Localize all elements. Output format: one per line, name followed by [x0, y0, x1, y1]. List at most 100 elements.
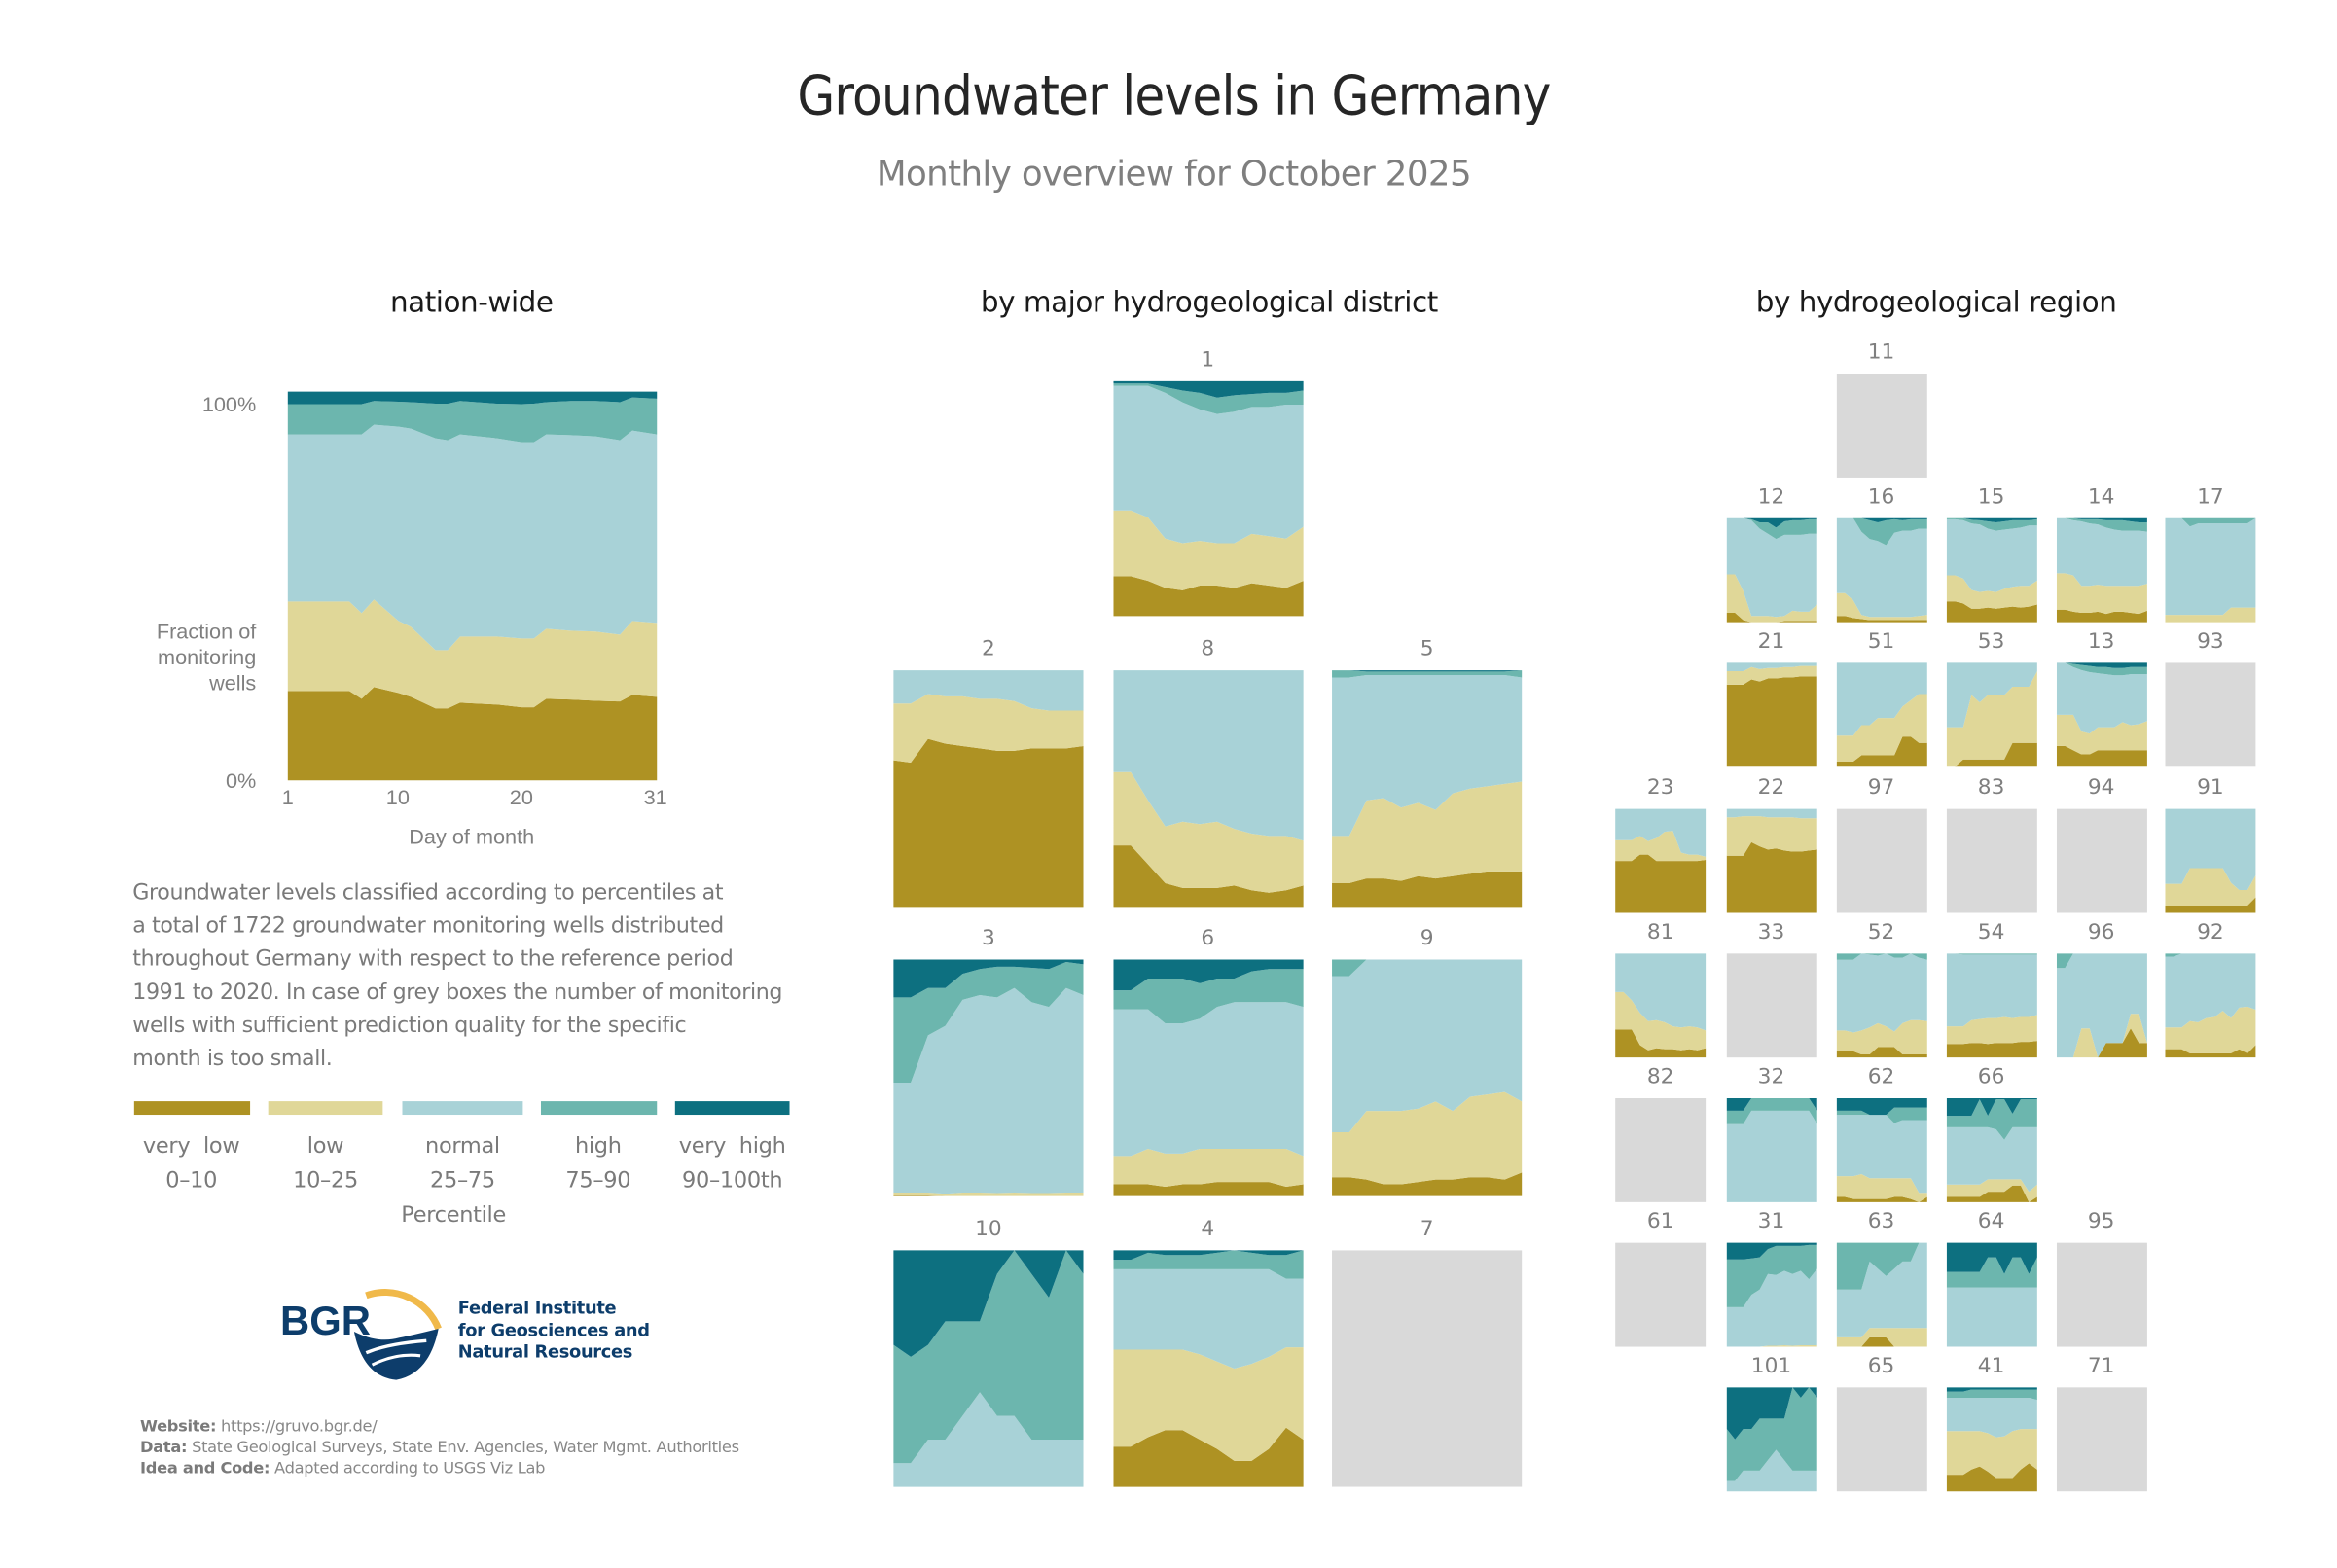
- legend-range: 0–10: [165, 1168, 218, 1194]
- no-data-box: [2056, 1387, 2147, 1492]
- data-label: Data:: [140, 1439, 188, 1457]
- region-16-label: 16: [1867, 484, 1895, 510]
- region-23-panel: [1615, 808, 1707, 913]
- legend-label: very high: [678, 1134, 786, 1158]
- very-low-area: [1726, 612, 1816, 623]
- very-high-area: [1726, 1242, 1816, 1260]
- low-area: [1946, 575, 2037, 609]
- low-area: [2165, 1006, 2256, 1053]
- region-41-label: 41: [1977, 1354, 2005, 1379]
- legend-item-low: low 10–25: [258, 1130, 393, 1199]
- high-area: [2056, 953, 2147, 969]
- normal-area: [1836, 1242, 1927, 1337]
- description-line: a total of 1722 groundwater monitoring w…: [132, 914, 724, 939]
- high-area: [1946, 953, 2037, 955]
- region-93-label: 93: [2197, 629, 2224, 655]
- very-low-area: [1112, 1182, 1303, 1196]
- description-line: wells with sufficient prediction quality…: [132, 1014, 687, 1039]
- region-11-panel: [1836, 374, 1927, 478]
- legend-swatch-very-low: [133, 1101, 251, 1116]
- very-low-area: [1836, 736, 1927, 767]
- region-95-panel: [2056, 1242, 2147, 1347]
- region-63-label: 63: [1867, 1209, 1895, 1234]
- district-7-panel: [1332, 1250, 1523, 1487]
- no-data-box: [2165, 662, 2256, 767]
- very-low-area: [1112, 1427, 1303, 1487]
- very-low-area: [1112, 845, 1303, 908]
- region-32-label: 32: [1757, 1064, 1785, 1089]
- very-high-area: [1946, 517, 2037, 523]
- normal-area: [893, 1392, 1084, 1487]
- page-title: Groundwater levels in Germany: [797, 66, 1551, 128]
- very-low-area: [1836, 616, 1927, 623]
- region-64-label: 64: [1977, 1209, 2005, 1234]
- district-8-panel: [1112, 670, 1303, 908]
- legend-item-normal: normal 25–75: [395, 1130, 530, 1199]
- very-high-area: [893, 959, 1084, 998]
- district-1-panel: [1112, 380, 1303, 617]
- bgr-name-line: for Geosciences and: [457, 1318, 650, 1340]
- low-area: [1836, 1174, 1927, 1202]
- very-low-area: [2056, 609, 2147, 623]
- website-link[interactable]: https://gruvo.bgr.de/: [221, 1417, 378, 1436]
- normal-area: [2056, 953, 2147, 1058]
- region-51-label: 51: [1867, 629, 1895, 655]
- high-area: [1946, 1257, 2037, 1288]
- low-area: [1836, 592, 1927, 621]
- region-14-label: 14: [2087, 484, 2115, 510]
- very-low-area: [1946, 742, 2037, 767]
- high-area: [287, 397, 658, 443]
- normal-area: [1726, 662, 1816, 671]
- normal-area: [1946, 1287, 2037, 1347]
- description-text: Groundwater levels classified according …: [132, 876, 841, 1075]
- very-high-area: [1112, 380, 1303, 398]
- region-61-label: 61: [1646, 1209, 1674, 1234]
- low-area: [1946, 1179, 2037, 1202]
- region-15-label: 15: [1977, 484, 2005, 510]
- description-line: Groundwater levels classified according …: [132, 880, 724, 906]
- region-13-label: 13: [2087, 629, 2115, 655]
- very-high-area: [1332, 670, 1523, 672]
- footer-credits: Website: https://gruvo.bgr.de/ Data: Sta…: [140, 1416, 739, 1479]
- normal-area: [1836, 1115, 1927, 1194]
- region-91-panel: [2165, 808, 2256, 913]
- high-area: [893, 1250, 1084, 1464]
- district-5-label: 5: [1420, 637, 1434, 661]
- high-area: [1726, 1244, 1816, 1307]
- section-title-region: by hydrogeological region: [1755, 286, 2117, 320]
- idea-label: Idea and Code:: [140, 1459, 270, 1479]
- region-83-panel: [1946, 808, 2037, 913]
- region-96-panel: [2056, 953, 2147, 1058]
- normal-area: [287, 424, 658, 651]
- x-tick-20: 20: [509, 784, 533, 809]
- region-53-label: 53: [1977, 629, 2005, 655]
- normal-area: [1946, 953, 2037, 1027]
- legend-label: very low: [142, 1134, 240, 1158]
- low-area: [1836, 694, 1927, 762]
- legend-label: low: [306, 1134, 344, 1158]
- region-52-panel: [1836, 953, 1927, 1058]
- district-4-label: 4: [1201, 1217, 1215, 1242]
- region-54-panel: [1946, 953, 2037, 1058]
- region-97-panel: [1836, 808, 1927, 913]
- very-low-area: [1836, 1336, 1927, 1347]
- legend-swatch-high: [540, 1101, 658, 1116]
- no-data-box: [1615, 1098, 1707, 1202]
- normal-area: [1836, 517, 1927, 618]
- no-data-box: [1726, 953, 1816, 1058]
- normal-area: [1112, 1002, 1303, 1157]
- low-area: [1615, 831, 1707, 862]
- very-high-area: [1112, 1250, 1303, 1261]
- district-4-panel: [1112, 1250, 1303, 1487]
- region-65-label: 65: [1867, 1354, 1895, 1379]
- very-low-area: [2165, 1045, 2256, 1058]
- district-1-label: 1: [1201, 347, 1215, 373]
- no-data-box: [1332, 1250, 1523, 1487]
- region-33-panel: [1726, 953, 1816, 1058]
- very-low-area: [1332, 871, 1523, 908]
- region-41-panel: [1946, 1387, 2037, 1492]
- low-area: [1332, 781, 1523, 884]
- region-81-label: 81: [1646, 920, 1674, 945]
- region-52-label: 52: [1867, 920, 1895, 945]
- low-area: [1726, 816, 1816, 856]
